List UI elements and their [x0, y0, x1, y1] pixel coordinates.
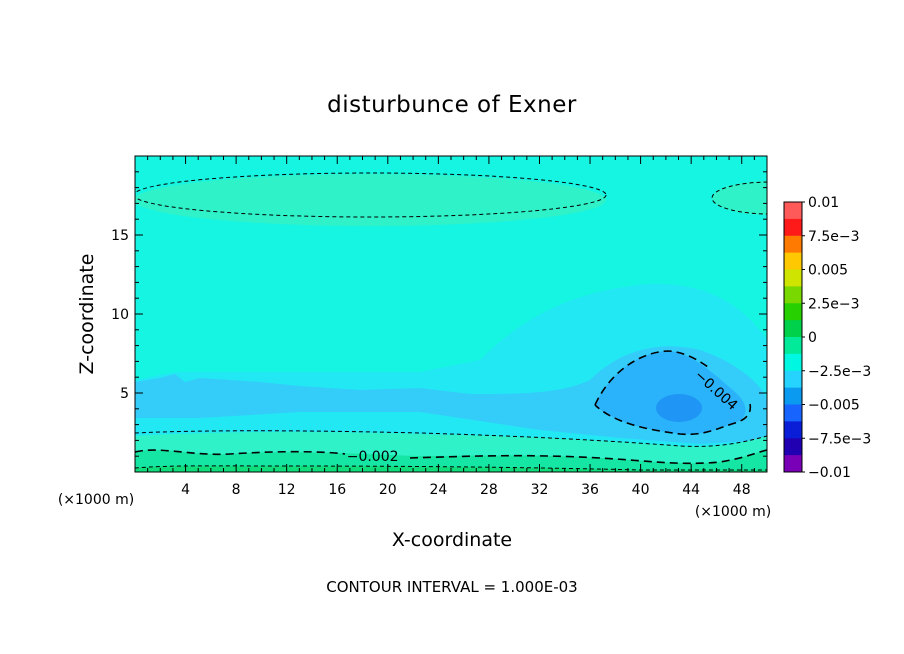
blob-contour-line — [594, 350, 752, 436]
colorbar-label: 0.005 — [808, 263, 848, 279]
colorbar-label: 7.5e−3 — [808, 229, 860, 245]
colorbar-swatch — [784, 421, 802, 439]
x-tick-label: 24 — [429, 482, 447, 498]
colorbar-label: 0 — [808, 330, 817, 346]
upper-band-fill — [135, 174, 606, 226]
colorbar-swatch — [784, 269, 802, 287]
colorbar: 0.01 7.5e−3 0.005 2.5e−3 0 −2.5e−3 −0.005 −7.5e… — [783, 195, 871, 481]
x-tick-label: 36 — [581, 482, 599, 498]
lower-contour-002 — [135, 449, 767, 465]
colorbar-swatch — [784, 218, 802, 237]
colorbar-swatch — [784, 387, 802, 405]
upper-band-fill-right — [712, 181, 767, 215]
bottom-contour-line — [135, 465, 767, 471]
colorbar-swatch — [784, 252, 802, 270]
low-blue-fill — [135, 346, 767, 444]
colorbar-label: 0.01 — [808, 195, 839, 211]
colorbar-swatch — [784, 438, 802, 456]
y-axis: 5 10 15 — [111, 171, 767, 457]
colorbar-swatch — [784, 337, 802, 355]
contour-label: −0.002 — [347, 449, 399, 465]
x-tick-label: 12 — [278, 482, 296, 498]
blue-blob-fill — [595, 351, 746, 435]
colorbar-label: 2.5e−3 — [808, 296, 860, 312]
x-tick-label: 16 — [328, 482, 346, 498]
y-tick-label: 10 — [111, 307, 129, 323]
x-tick-label: 48 — [733, 482, 751, 498]
lower-contour-thin — [135, 430, 767, 447]
colorbar-label: −2.5e−3 — [808, 364, 871, 380]
chart-title: disturbunce of Exner — [327, 92, 577, 118]
contour-field — [135, 156, 767, 472]
x-tick-label: 44 — [682, 482, 700, 498]
colorbar-swatch — [784, 303, 802, 321]
x-tick-label: 4 — [181, 482, 190, 498]
colorbar-swatch — [784, 353, 802, 372]
colorbar-label: −0.005 — [808, 398, 860, 414]
colorbar-swatch — [784, 235, 802, 254]
x-axis: 4 8 12 16 20 24 28 32 36 40 44 48 — [147, 156, 755, 498]
colorbar-swatch — [784, 286, 802, 304]
y-axis-label: Z-coordinate — [76, 254, 98, 375]
y-tick-label: 15 — [111, 228, 129, 244]
y-tick-label: 5 — [120, 386, 129, 402]
colorbar-swatch — [784, 202, 802, 220]
colorbar-swatch — [784, 455, 802, 473]
x-tick-label: 32 — [531, 482, 549, 498]
colorbar-label: −7.5e−3 — [808, 431, 871, 447]
x-unit-right: (×1000 m) — [695, 504, 771, 520]
colorbar-swatch — [784, 320, 802, 338]
contour-interval-note: CONTOUR INTERVAL = 1.000E-03 — [326, 578, 577, 596]
colorbar-label: −0.01 — [808, 465, 851, 481]
x-tick-label: 40 — [632, 482, 650, 498]
upper-contour-line — [135, 172, 607, 218]
x-unit-left: (×1000 m) — [58, 492, 134, 508]
x-axis-label: X-coordinate — [392, 529, 512, 551]
blue-core-fill — [656, 394, 702, 422]
x-tick-label: 28 — [480, 482, 498, 498]
colorbar-swatch — [784, 404, 802, 422]
colorbar-swatch — [784, 370, 802, 389]
x-tick-label: 8 — [232, 482, 241, 498]
x-tick-label: 20 — [379, 482, 397, 498]
